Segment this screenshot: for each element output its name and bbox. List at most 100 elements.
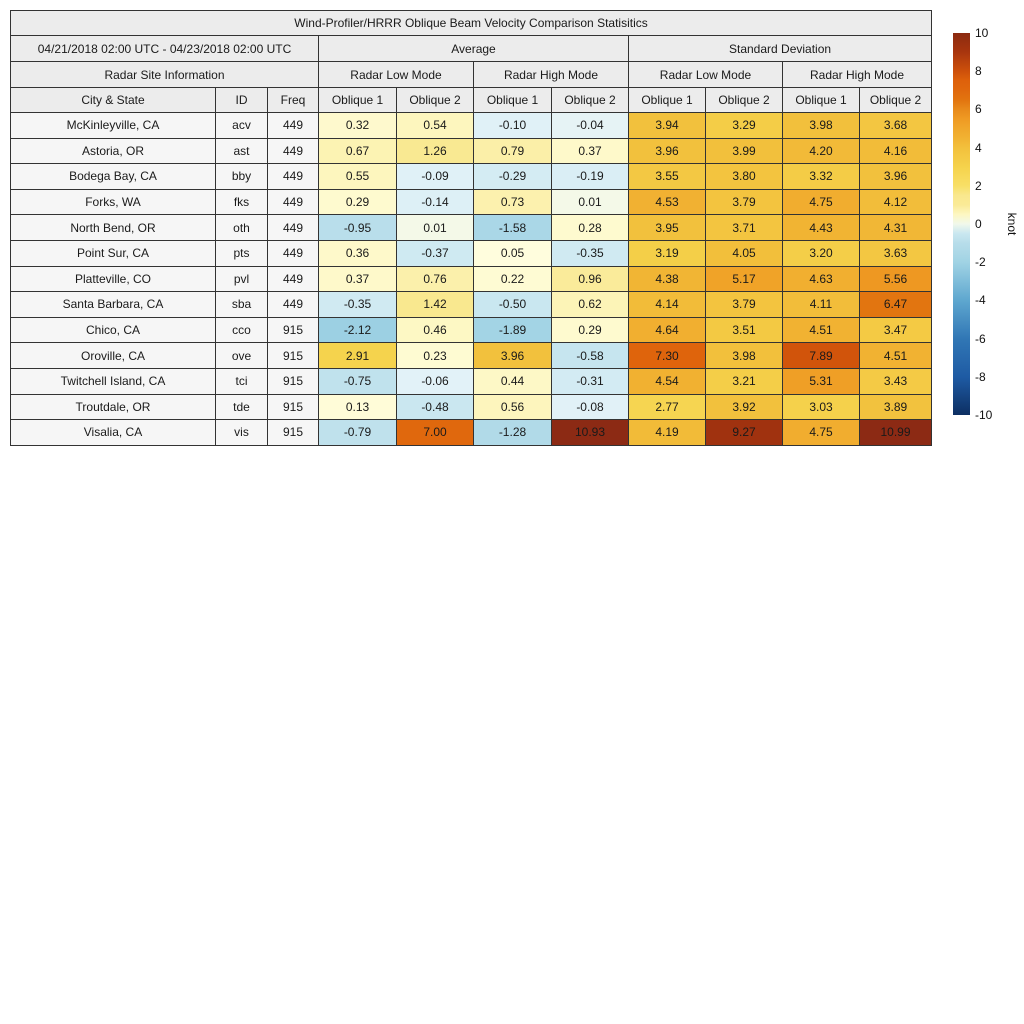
oblique2-column-header: Oblique 2 xyxy=(396,87,474,113)
freq-column-header: Freq xyxy=(267,87,319,113)
std-low-mode-header: Radar Low Mode xyxy=(628,61,783,88)
title-row: Wind-Profiler/HRRR Oblique Beam Velocity… xyxy=(9,10,933,36)
std-dev-value-cell: 3.68 xyxy=(858,112,933,139)
city-state-column-header: City & State xyxy=(10,87,216,113)
freq-cell: 449 xyxy=(267,188,319,216)
std-dev-value-cell: 3.92 xyxy=(705,393,783,421)
std-dev-value-cell: 5.31 xyxy=(782,367,860,395)
colorbar-tick-label: -2 xyxy=(975,255,986,270)
average-value-cell: -0.10 xyxy=(473,112,552,139)
std-dev-value-cell: 4.19 xyxy=(628,419,706,446)
table-row: Platteville, CO pvl 449 0.37 0.76 0.22 0.96 4.3… xyxy=(10,265,933,293)
colorbar-tick-label: 0 xyxy=(975,217,982,231)
std-dev-value-cell: 4.53 xyxy=(628,188,706,216)
group-header-row: 04/21/2018 02:00 UTC - 04/23/2018 02:00 … xyxy=(10,35,933,62)
average-value-cell: 0.01 xyxy=(551,188,629,216)
std-dev-value-cell: 4.64 xyxy=(628,316,706,344)
average-value-cell: 0.79 xyxy=(473,137,552,165)
std-dev-value-cell: 3.32 xyxy=(782,163,860,190)
average-value-cell: 0.67 xyxy=(318,137,397,165)
average-value-cell: 3.96 xyxy=(473,342,552,369)
city-state-cell: Point Sur, CA xyxy=(10,239,216,267)
table-row: Astoria, OR ast 449 0.67 1.26 0.79 0.37 3.96 3.9… xyxy=(10,137,933,165)
std-dev-value-cell: 3.29 xyxy=(705,112,783,139)
colorbar-tick-label: 4 xyxy=(975,140,982,155)
std-dev-value-cell: 3.79 xyxy=(705,291,783,318)
std-dev-value-cell: 3.95 xyxy=(628,214,706,241)
average-value-cell: 0.32 xyxy=(318,112,397,139)
oblique2-column-header: Oblique 2 xyxy=(858,87,933,113)
std-dev-value-cell: 3.43 xyxy=(858,367,933,395)
colorbar-tick-label: 8 xyxy=(975,64,982,79)
city-state-cell: Astoria, OR xyxy=(10,137,216,165)
site-id-cell: oth xyxy=(215,214,268,241)
site-id-cell: acv xyxy=(215,112,268,139)
table-row: Twitchell Island, CA tci 915 -0.75 -0.06 0.44… xyxy=(10,367,933,395)
std-dev-value-cell: 9.27 xyxy=(705,419,783,446)
average-value-cell: -0.35 xyxy=(318,291,397,318)
oblique2-column-header: Oblique 2 xyxy=(705,87,783,113)
average-value-cell: -1.28 xyxy=(473,419,552,446)
std-dev-value-cell: 5.56 xyxy=(858,265,933,293)
colorbar-tick-label: 2 xyxy=(975,178,982,193)
colorbar: 10 8 6 4 2 0 -2 -4 -6 -8 -10 knot xyxy=(953,26,1019,422)
std-dev-value-cell: 4.75 xyxy=(782,188,860,216)
average-value-cell: 0.13 xyxy=(318,393,397,421)
std-dev-value-cell: 5.17 xyxy=(705,265,783,293)
std-dev-value-cell: 3.47 xyxy=(858,316,933,344)
city-state-cell: Twitchell Island, CA xyxy=(10,367,216,395)
average-value-cell: -0.06 xyxy=(396,367,474,395)
date-range-label: 04/21/2018 02:00 UTC - 04/23/2018 02:00 … xyxy=(10,35,319,62)
average-value-cell: 0.96 xyxy=(551,265,629,293)
average-value-cell: -0.37 xyxy=(396,239,474,267)
std-dev-value-cell: 4.43 xyxy=(782,214,860,241)
std-dev-value-cell: 3.51 xyxy=(705,316,783,344)
std-dev-value-cell: 10.99 xyxy=(858,419,933,446)
std-dev-value-cell: 4.20 xyxy=(782,137,860,165)
average-value-cell: 0.29 xyxy=(551,316,629,344)
std-dev-value-cell: 3.98 xyxy=(705,342,783,369)
average-value-cell: -0.14 xyxy=(396,188,474,216)
std-dev-value-cell: 3.71 xyxy=(705,214,783,241)
freq-cell: 915 xyxy=(267,367,319,395)
oblique1-column-header: Oblique 1 xyxy=(628,87,706,113)
average-value-cell: -0.58 xyxy=(551,342,629,369)
oblique1-column-header: Oblique 1 xyxy=(782,87,860,113)
freq-cell: 915 xyxy=(267,342,319,369)
site-id-cell: pts xyxy=(215,239,268,267)
average-value-cell: 0.28 xyxy=(551,214,629,241)
std-dev-value-cell: 4.75 xyxy=(782,419,860,446)
average-value-cell: -0.09 xyxy=(396,163,474,190)
std-dev-value-cell: 4.05 xyxy=(705,239,783,267)
average-value-cell: 0.01 xyxy=(396,214,474,241)
city-state-cell: Santa Barbara, CA xyxy=(10,291,216,318)
average-value-cell: 10.93 xyxy=(551,419,629,446)
colorbar-tick-label: 6 xyxy=(975,102,982,117)
table-row: North Bend, OR oth 449 -0.95 0.01 -1.58 0.28 3.… xyxy=(10,214,933,241)
average-value-cell: 0.37 xyxy=(318,265,397,293)
table-row: Forks, WA fks 449 0.29 -0.14 0.73 0.01 4.53 3.79… xyxy=(10,188,933,216)
city-state-cell: Visalia, CA xyxy=(10,419,216,446)
city-state-cell: North Bend, OR xyxy=(10,214,216,241)
std-dev-value-cell: 3.96 xyxy=(628,137,706,165)
table-row: Visalia, CA vis 915 -0.79 7.00 -1.28 10.93 4.19… xyxy=(10,419,933,446)
colorbar-tick-label: -8 xyxy=(975,369,986,384)
colorbar-unit-label: knot xyxy=(1005,212,1019,236)
site-id-cell: tci xyxy=(215,367,268,395)
table-row: Point Sur, CA pts 449 0.36 -0.37 0.05 -0.35 3.1… xyxy=(10,239,933,267)
average-value-cell: -0.04 xyxy=(551,112,629,139)
std-dev-value-cell: 6.47 xyxy=(858,291,933,318)
table-row: Chico, CA cco 915 -2.12 0.46 -1.89 0.29 4.64 3.5… xyxy=(10,316,933,344)
average-value-cell: -0.19 xyxy=(551,163,629,190)
average-value-cell: -0.08 xyxy=(551,393,629,421)
colorbar-tick-label: -4 xyxy=(975,293,986,308)
city-state-cell: Forks, WA xyxy=(10,188,216,216)
average-value-cell: -0.31 xyxy=(551,367,629,395)
std-dev-value-cell: 4.31 xyxy=(858,214,933,241)
average-value-cell: 0.56 xyxy=(473,393,552,421)
colorbar-ticks: 10 8 6 4 2 0 -2 -4 -6 -8 -10 xyxy=(975,26,1009,422)
average-value-cell: -0.79 xyxy=(318,419,397,446)
freq-cell: 449 xyxy=(267,291,319,318)
std-dev-value-cell: 4.11 xyxy=(782,291,860,318)
